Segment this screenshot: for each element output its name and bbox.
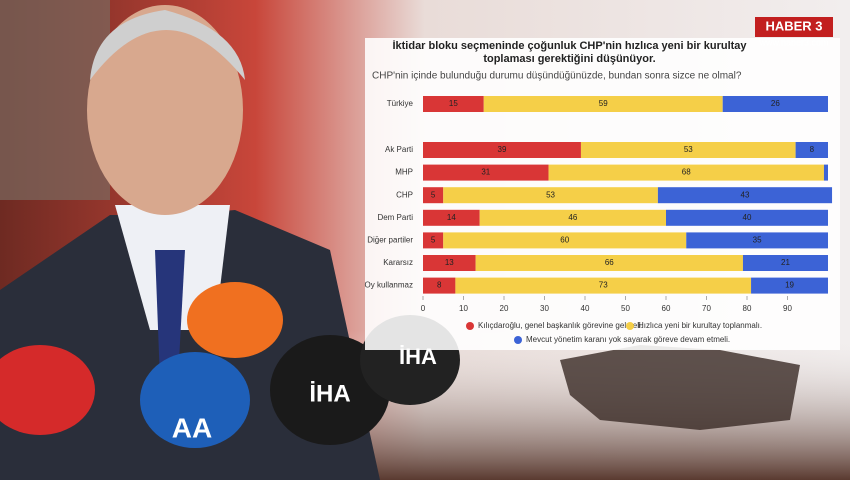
chart-subtitle: CHP'nin içinde bulunduğu durumu düşündüğ…	[372, 71, 742, 82]
legend-label: Hızlıca yeni bir kurultay toplanmalı.	[638, 321, 762, 330]
legend-swatch	[626, 322, 634, 330]
bar-segment	[479, 209, 666, 226]
data-label: 39	[498, 145, 507, 154]
bar-segment	[423, 209, 480, 226]
bar-segment	[423, 187, 444, 204]
y-tick-label: MHP	[395, 168, 413, 177]
x-tick-label: 0	[421, 304, 426, 313]
bar-segment	[423, 255, 476, 271]
bar-segment	[795, 142, 828, 158]
bar-segment	[455, 277, 752, 294]
data-label: 53	[546, 190, 555, 199]
y-tick-label: Oy kullanmaz	[365, 281, 413, 290]
bar-segment	[475, 255, 743, 271]
bar-segment	[742, 255, 828, 271]
y-tick-label: Türkiye	[387, 99, 414, 108]
chart-title: İktidar bloku seçmeninde çoğunluk CHP'ni…	[392, 40, 747, 65]
bar-segment	[423, 277, 456, 294]
data-label: 68	[682, 168, 691, 177]
data-label: 66	[605, 258, 614, 267]
data-label: 31	[481, 168, 490, 177]
legend-label: Kılıçdaroğlu, genel başkanlık görevine g…	[478, 321, 643, 330]
data-label: 13	[445, 258, 454, 267]
mic-label: İHA	[309, 380, 350, 407]
data-label: 46	[568, 213, 577, 222]
data-label: 8	[437, 281, 442, 290]
bar-segment	[823, 164, 828, 181]
bar-segment	[657, 187, 833, 204]
logo-url: www.haber3.com	[758, 37, 828, 47]
data-label: 73	[599, 281, 608, 290]
data-label: 40	[743, 213, 752, 222]
microphones: İHA İHA AA	[0, 282, 460, 448]
data-label: 8	[810, 145, 815, 154]
x-tick-label: 60	[662, 304, 671, 313]
y-tick-label: Kararsız	[383, 258, 413, 267]
bar-segment	[751, 277, 828, 294]
x-tick-label: 40	[581, 304, 590, 313]
bar-segment	[722, 96, 828, 112]
data-label: 35	[753, 236, 762, 245]
x-tick-label: 20	[500, 304, 509, 313]
data-label: 60	[560, 236, 569, 245]
logo: HABER 3 www.haber3.com	[755, 17, 833, 47]
data-label: 59	[599, 99, 608, 108]
bar-segment	[423, 232, 444, 249]
y-tick-label: CHP	[396, 190, 413, 199]
bar-segment	[580, 142, 796, 158]
x-tick-label: 50	[621, 304, 630, 313]
title-box: İktidar bloku seçmeninde çoğunluk CHP'ni…	[392, 40, 747, 65]
bar-segment	[443, 187, 658, 204]
x-tick-label: 10	[459, 304, 468, 313]
bar-segment	[443, 232, 687, 249]
legend-label: Mevcut yönetim karanı yok sayarak göreve…	[526, 335, 730, 344]
x-tick-label: 30	[540, 304, 549, 313]
y-tick-label: Dem Parti	[377, 213, 413, 222]
x-tick-label: 70	[702, 304, 711, 313]
x-tick-label: 90	[783, 304, 792, 313]
data-label: 14	[447, 213, 456, 222]
data-label: 26	[771, 99, 780, 108]
bar-segment	[666, 209, 828, 226]
data-label: 43	[741, 190, 750, 199]
data-label: 19	[785, 281, 794, 290]
mic-label: AA	[172, 412, 212, 443]
bar-segment	[548, 164, 824, 181]
bar-segment	[686, 232, 828, 249]
data-label: 5	[431, 236, 436, 245]
logo-name: HABER 3	[765, 18, 822, 33]
bar-segment	[483, 96, 723, 112]
map	[560, 345, 800, 430]
legend-swatch	[466, 322, 474, 330]
data-label: 53	[684, 145, 693, 154]
data-label: 15	[449, 99, 458, 108]
data-label: 21	[781, 258, 790, 267]
bar-segment	[423, 142, 581, 158]
data-label: 5	[431, 190, 436, 199]
bar-segment	[423, 164, 549, 181]
legend-swatch	[514, 336, 522, 344]
y-tick-label: Ak Parti	[385, 145, 413, 154]
y-tick-label: Diğer partiler	[367, 236, 413, 245]
bar-segment	[423, 96, 484, 112]
x-tick-label: 80	[743, 304, 752, 313]
